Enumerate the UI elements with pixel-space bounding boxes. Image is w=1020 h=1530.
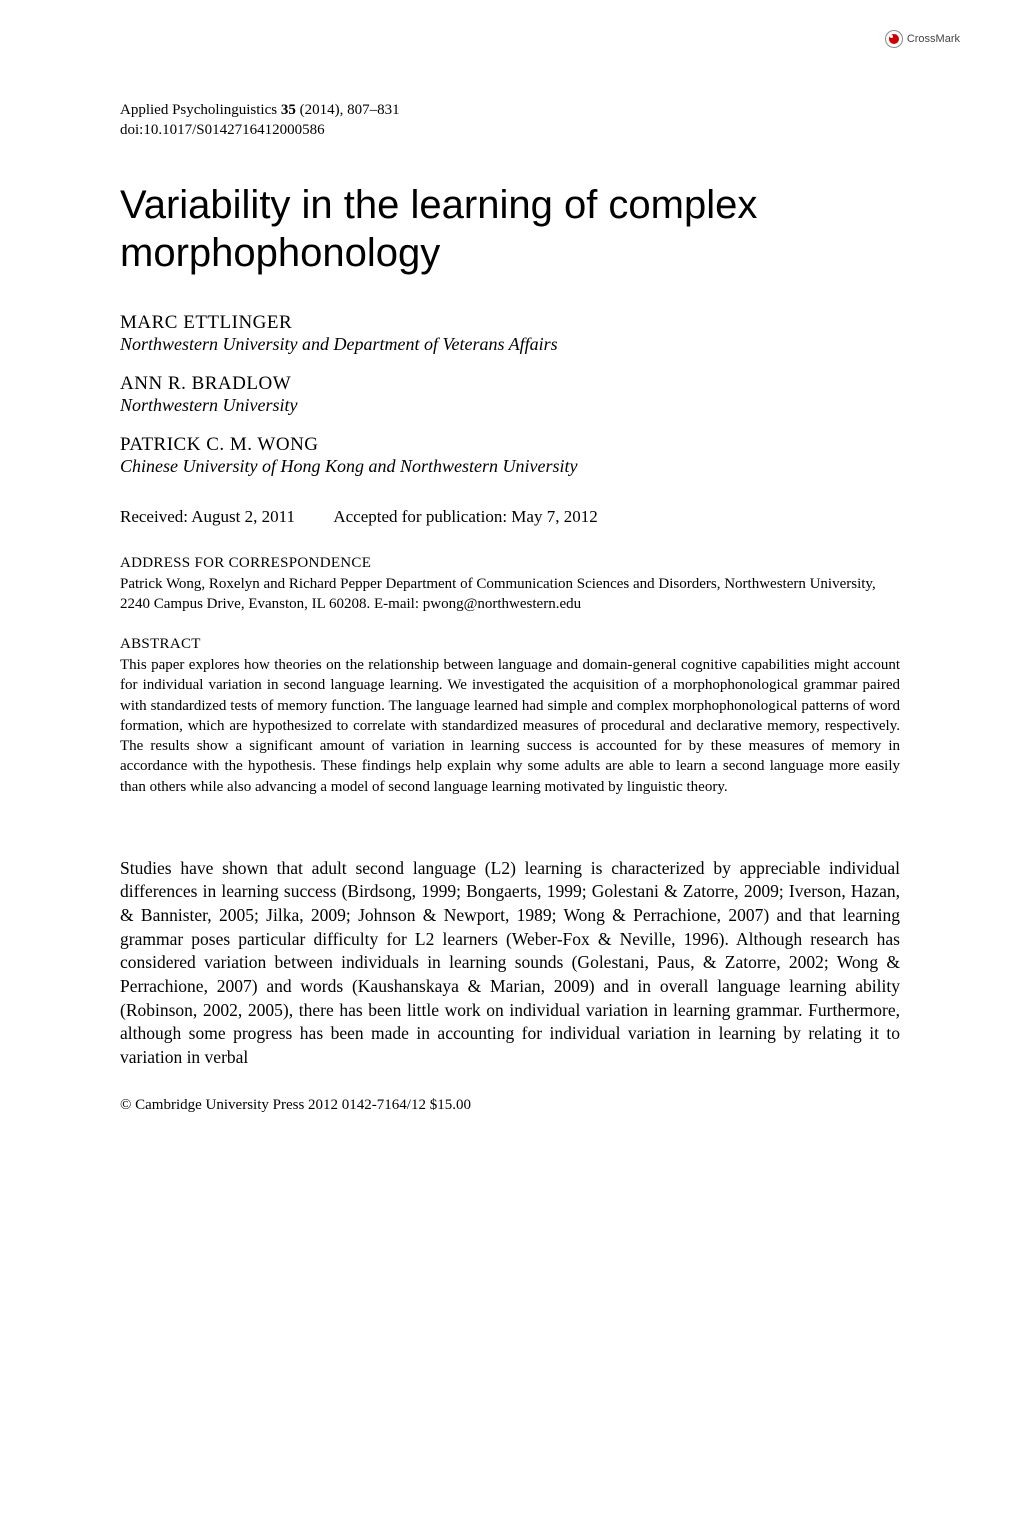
copyright-notice: © Cambridge University Press 2012 0142-7… xyxy=(120,1097,900,1114)
correspondence-body: Patrick Wong, Roxelyn and Richard Pepper… xyxy=(120,574,900,615)
publication-dates: Received: August 2, 2011 Accepted for pu… xyxy=(120,507,900,527)
journal-info: Applied Psycholinguistics 35 (2014), 807… xyxy=(120,100,900,141)
author-block: MARC ETTLINGER Northwestern University a… xyxy=(120,312,900,355)
author-name: PATRICK C. M. WONG xyxy=(120,434,900,456)
crossmark-badge[interactable]: CrossMark xyxy=(885,30,960,48)
abstract-header: ABSTRACT xyxy=(120,636,900,653)
journal-doi: doi:10.1017/S0142716412000586 xyxy=(120,120,900,140)
crossmark-icon xyxy=(885,30,903,48)
crossmark-label: CrossMark xyxy=(907,33,960,45)
abstract-body: This paper explores how theories on the … xyxy=(120,655,900,797)
accepted-date: Accepted for publication: May 7, 2012 xyxy=(333,507,597,526)
article-title: Variability in the learning of complex m… xyxy=(120,181,900,277)
author-block: ANN R. BRADLOW Northwestern University xyxy=(120,373,900,416)
received-date: Received: August 2, 2011 xyxy=(120,507,295,526)
journal-citation: Applied Psycholinguistics 35 (2014), 807… xyxy=(120,100,900,120)
author-affiliation: Northwestern University xyxy=(120,395,900,416)
author-affiliation: Northwestern University and Department o… xyxy=(120,334,900,355)
correspondence-header: ADDRESS FOR CORRESPONDENCE xyxy=(120,555,900,572)
author-name: MARC ETTLINGER xyxy=(120,312,900,334)
article-body: Studies have shown that adult second lan… xyxy=(120,857,900,1070)
author-block: PATRICK C. M. WONG Chinese University of… xyxy=(120,434,900,477)
author-name: ANN R. BRADLOW xyxy=(120,373,900,395)
author-affiliation: Chinese University of Hong Kong and Nort… xyxy=(120,456,900,477)
